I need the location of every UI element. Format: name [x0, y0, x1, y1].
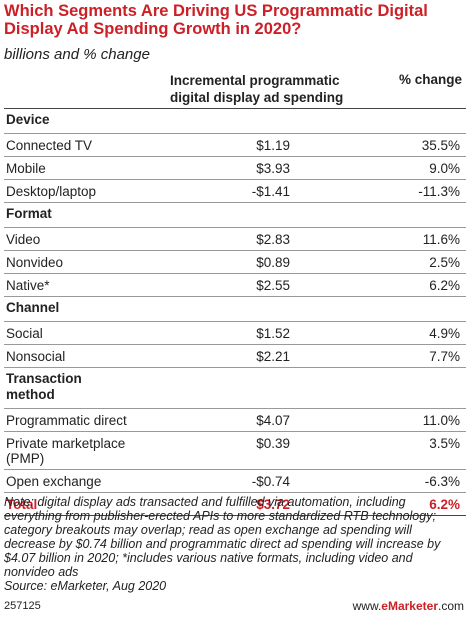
brand-prefix: www.	[352, 599, 382, 613]
column-header-amount-line-1: Incremental programmatic	[170, 73, 340, 88]
row-amount: -$1.41	[251, 184, 290, 199]
row-amount: $1.52	[256, 326, 290, 341]
row-pct-change: -11.3%	[418, 184, 460, 199]
row-divider	[4, 321, 466, 322]
row-divider	[4, 133, 466, 134]
row-divider	[4, 273, 466, 274]
row-divider	[4, 492, 466, 493]
row-amount: $0.89	[256, 255, 290, 270]
row-amount: $2.83	[256, 232, 290, 247]
row-pct-change: 11.0%	[422, 413, 460, 428]
row-pct-change: 11.6%	[422, 232, 460, 247]
total-amount: $3.72	[256, 497, 290, 512]
row-pct-change: -6.3%	[424, 474, 460, 489]
row-amount: $4.07	[256, 413, 290, 428]
note-text: Note: digital display ads transacted and…	[4, 495, 441, 579]
chart-title-line-1: Which Segments Are Driving US Programmat…	[4, 2, 428, 20]
section-heading: Channel	[6, 300, 60, 315]
brand-link[interactable]: www.eMarketer.com	[353, 599, 464, 613]
column-header-amount: Incremental programmatic digital display…	[170, 72, 370, 106]
row-pct-change: 3.5%	[429, 436, 460, 451]
row-label: Native*	[6, 278, 50, 293]
brand-suffix: .com	[437, 599, 464, 613]
row-divider	[4, 515, 466, 516]
row-divider	[4, 408, 466, 409]
chart-subtitle: billions and % change	[4, 46, 150, 63]
row-divider	[4, 344, 466, 345]
row-pct-change: 6.2%	[429, 278, 460, 293]
row-pct-change: 9.0%	[429, 161, 460, 176]
footnote: Note: digital display ads transacted and…	[4, 495, 466, 593]
row-divider	[4, 431, 466, 432]
row-divider	[4, 296, 466, 297]
row-pct-change: 7.7%	[429, 349, 460, 364]
row-divider	[4, 202, 466, 203]
chart-id: 257125	[4, 600, 41, 612]
row-label: Video	[6, 232, 41, 247]
column-header-amount-line-2: digital display ad spending	[170, 90, 344, 105]
row-amount: $0.39	[256, 436, 290, 451]
row-label: Desktop/laptop	[6, 184, 97, 199]
row-amount: $2.21	[256, 349, 290, 364]
row-label: Nonsocial	[6, 349, 66, 364]
row-label: Connected TV	[6, 138, 93, 153]
row-pct-change: 2.5%	[429, 255, 460, 270]
total-label: Total	[6, 497, 38, 512]
row-label: Nonvideo	[6, 255, 64, 270]
row-divider	[4, 108, 466, 109]
row-label: Private marketplace (PMP)	[6, 436, 126, 466]
chart-title: Which Segments Are Driving US Programmat…	[4, 2, 466, 38]
row-amount: $2.55	[256, 278, 290, 293]
row-label: Social	[6, 326, 43, 341]
row-label: Mobile	[6, 161, 46, 176]
section-heading: Transaction method	[6, 371, 82, 402]
row-pct-change: 4.9%	[429, 326, 460, 341]
row-amount: $1.19	[256, 138, 290, 153]
row-amount: $3.93	[256, 161, 290, 176]
row-divider	[4, 179, 466, 180]
column-header-pct: % change	[398, 72, 462, 87]
total-pct-change: 6.2%	[429, 497, 460, 512]
row-label: Programmatic direct	[6, 413, 127, 428]
source-text: Source: eMarketer, Aug 2020	[4, 579, 167, 593]
chart-title-line-2: Display Ad Spending Growth in 2020?	[4, 20, 302, 38]
row-divider	[4, 250, 466, 251]
section-heading: Format	[6, 206, 52, 221]
row-divider	[4, 156, 466, 157]
section-heading: Device	[6, 112, 50, 127]
row-label: Open exchange	[6, 474, 102, 489]
row-pct-change: 35.5%	[421, 138, 460, 153]
brand-name: eMarketer	[381, 599, 438, 613]
row-divider	[4, 469, 466, 470]
row-divider	[4, 367, 466, 368]
row-divider	[4, 227, 466, 228]
row-amount: -$0.74	[251, 474, 290, 489]
